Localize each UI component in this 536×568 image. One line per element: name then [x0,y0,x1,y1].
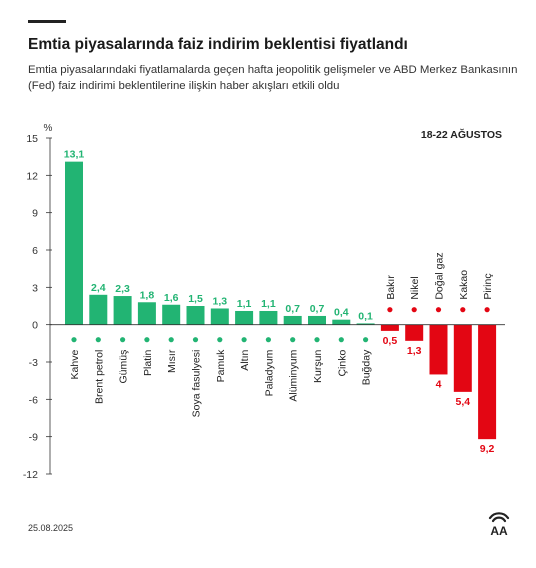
value-label: 1,8 [140,289,155,301]
leaf-icon [168,337,174,343]
rice-bag-icon [484,307,490,313]
bar-doğal-gaz [429,324,448,375]
bar-bakır [380,324,399,331]
y-tick-label: -12 [23,469,38,481]
bar-platin [137,302,156,325]
y-tick-label: 15 [26,133,38,145]
metal-icon [411,307,417,313]
bar-paladyum [259,310,278,325]
value-label: 1,6 [164,292,179,304]
category-label: Bakır [385,275,397,300]
value-label: 0,7 [310,303,325,315]
bar-soya-fasulyesi [186,306,205,325]
value-label: 2,4 [91,282,106,294]
flame-icon [435,307,442,313]
category-label: Kurşun [312,350,324,383]
bar-mısır [162,304,181,325]
category-label: Çinko [336,350,348,377]
title-accent-line [28,20,66,23]
value-label: 1,3 [407,345,422,357]
cocoa-icon [460,307,466,313]
publish-date: 25.08.2025 [28,523,74,533]
period-label: 18-22 AĞUSTOS [421,128,502,141]
bar-alüminyum [283,315,302,325]
metal-icon [120,337,126,343]
coffee-bean-icon [71,337,77,343]
y-tick-label: -9 [29,432,38,444]
y-tick-label: 0 [32,320,38,332]
oil-barrel-icon [95,337,101,343]
metal-icon [314,337,320,343]
category-label: Mısır [166,349,178,373]
value-label: 1,1 [261,298,276,310]
value-label: 0,5 [383,335,398,347]
bar-pamuk [210,308,229,325]
category-label: Brent petrol [93,350,105,404]
value-label: 0,7 [285,303,300,315]
category-label: Buğday [361,349,373,385]
value-label: 4 [436,378,442,390]
bar-kahve [65,161,83,325]
leaf-icon [217,337,223,343]
category-label: Platin [142,350,154,376]
page-title: Emtia piyasalarında faiz indirim beklent… [28,36,408,53]
category-label: Alüminyum [288,349,300,401]
value-label: 2,3 [115,283,130,295]
category-label: Doğal gaz [434,252,446,299]
bar-altın [235,310,254,325]
value-label: 9,2 [480,443,495,455]
y-axis-unit: % [44,123,53,134]
bar-çinko [332,319,351,325]
category-label: Gümüş [118,350,130,384]
y-tick-label: -3 [29,357,38,369]
value-label: 13,1 [64,149,85,161]
category-label: Soya fasulyesi [191,350,203,418]
metal-icon [338,337,344,343]
aa-logo: AA [488,512,510,538]
bar-gümüş [113,296,132,325]
bar-kakao [453,324,472,392]
category-label: Kahve [69,350,81,380]
y-tick-label: 6 [32,245,38,257]
value-label: 0,1 [358,310,373,322]
bar-pirinç [478,324,497,440]
category-label: Altın [239,350,251,371]
bar-kurşun [308,315,326,325]
bar-buğday [356,323,375,325]
category-label: Nikel [409,276,421,299]
leaf-icon [363,337,369,343]
bar-brent-petrol [89,294,108,325]
bar-nikel [405,324,424,341]
metal-icon [265,337,271,343]
y-tick-label: 3 [32,282,38,294]
value-label: 1,1 [237,298,252,310]
metal-icon [290,337,296,343]
page-subtitle: Emtia piyasalarındaki fiyatlamalarda geç… [28,64,518,92]
y-tick-label: 12 [26,170,38,182]
y-tick-label: 9 [32,208,38,220]
metal-icon [387,307,393,313]
value-label: 1,5 [188,293,203,305]
category-label: Pirinç [482,273,494,299]
value-label: 1,3 [212,295,227,307]
y-tick-label: -6 [29,394,38,406]
aa-logo-text: AA [490,524,508,538]
category-label: Paladyum [263,349,275,396]
metal-icon [144,337,150,343]
category-label: Kakao [458,270,470,300]
value-label: 5,4 [455,396,470,408]
category-label: Pamuk [215,349,227,382]
leaf-icon [192,337,199,343]
value-label: 0,4 [334,307,349,319]
metal-icon [241,337,247,343]
